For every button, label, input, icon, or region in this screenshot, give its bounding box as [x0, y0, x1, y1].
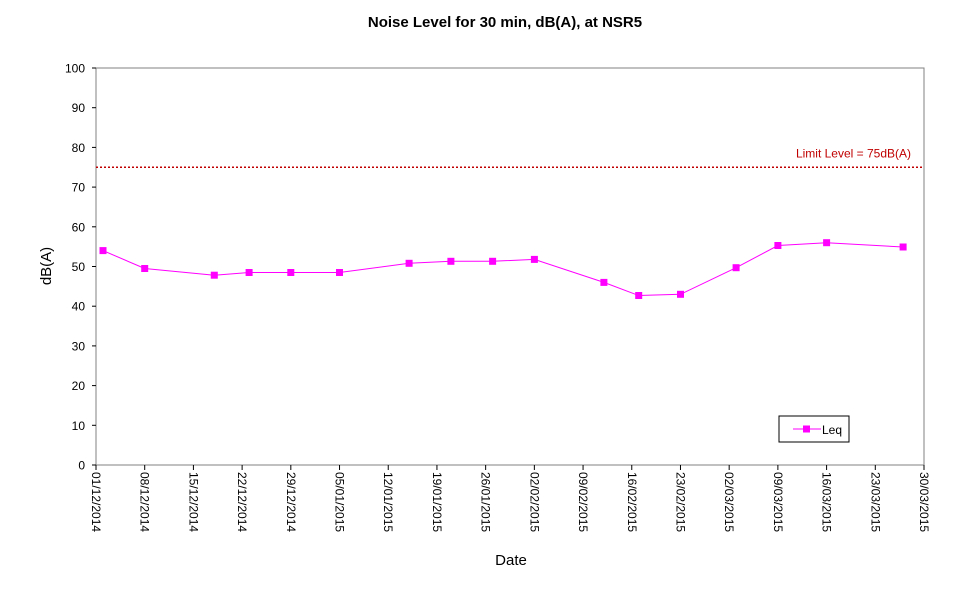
y-tick-label: 50 — [72, 260, 86, 274]
x-tick-label: 23/03/2015 — [868, 472, 882, 532]
y-tick-label: 20 — [72, 379, 86, 393]
data-point-marker — [489, 257, 497, 265]
chart-title: Noise Level for 30 min, dB(A), at NSR5 — [368, 14, 642, 31]
y-tick-label: 90 — [72, 101, 86, 115]
y-tick-label: 30 — [72, 339, 86, 353]
y-tick-label: 40 — [72, 300, 86, 314]
x-tick-label: 22/12/2014 — [235, 472, 249, 532]
data-point-marker — [600, 278, 608, 286]
data-point-marker — [245, 269, 253, 276]
data-point-marker — [530, 255, 538, 263]
plot-area — [95, 67, 925, 466]
y-tick-label: 80 — [72, 141, 86, 155]
data-point-marker — [677, 290, 684, 298]
x-axis-title: Date — [495, 552, 527, 569]
x-tick-label: 26/01/2015 — [479, 472, 493, 532]
y-tick-label: 60 — [72, 220, 86, 234]
x-tick-label: 12/01/2015 — [381, 472, 395, 532]
y-tick-label: 70 — [72, 181, 86, 195]
y-tick-label: 100 — [65, 62, 85, 76]
data-point-marker — [774, 242, 782, 249]
data-point-marker — [732, 264, 740, 272]
limit-level-group: Limit Level = 75dB(A) — [96, 146, 924, 169]
x-tick-label: 02/03/2015 — [722, 472, 736, 532]
legend-marker — [803, 425, 810, 433]
x-tick-label: 16/02/2015 — [625, 472, 639, 532]
y-tick-label: 10 — [72, 419, 86, 433]
y-axis-title: dB(A) — [38, 247, 55, 285]
y-axis: 0 10 20 30 40 50 60 70 80 90 100 — [65, 62, 96, 473]
series-group — [99, 239, 907, 299]
x-tick-label: 23/02/2015 — [673, 472, 687, 532]
x-tick-label: 15/12/2014 — [186, 472, 200, 532]
data-point-marker — [823, 239, 831, 247]
x-tick-label: 19/01/2015 — [430, 472, 444, 532]
x-tick-label: 09/02/2015 — [576, 472, 590, 532]
y-tick-label: 0 — [78, 459, 85, 473]
x-tick-label: 08/12/2014 — [138, 472, 152, 532]
legend-label: Leq — [822, 423, 842, 437]
x-tick-label: 16/03/2015 — [820, 472, 834, 532]
data-point-marker — [899, 243, 907, 251]
x-tick-label: 09/03/2015 — [771, 472, 785, 532]
data-point-marker — [405, 259, 413, 267]
data-point-marker — [336, 269, 343, 276]
data-point-marker — [635, 292, 643, 299]
x-tick-label: 05/01/2015 — [333, 472, 347, 532]
data-point-marker — [210, 271, 218, 279]
x-tick-label: 29/12/2014 — [284, 472, 298, 532]
x-tick-label: 01/12/2014 — [89, 472, 103, 532]
x-axis: 01/12/2014 08/12/2014 15/12/2014 22/12/2014… — [89, 465, 931, 532]
limit-level-label: Limit Level = 75dB(A) — [796, 146, 911, 160]
legend: Leq — [778, 415, 850, 443]
x-tick-label: 02/02/2015 — [527, 472, 541, 532]
data-point-marker — [99, 247, 107, 255]
data-point-marker — [287, 269, 295, 276]
data-point-marker — [447, 257, 455, 265]
x-tick-label: 30/03/2015 — [917, 472, 931, 532]
data-point-marker — [141, 265, 149, 272]
